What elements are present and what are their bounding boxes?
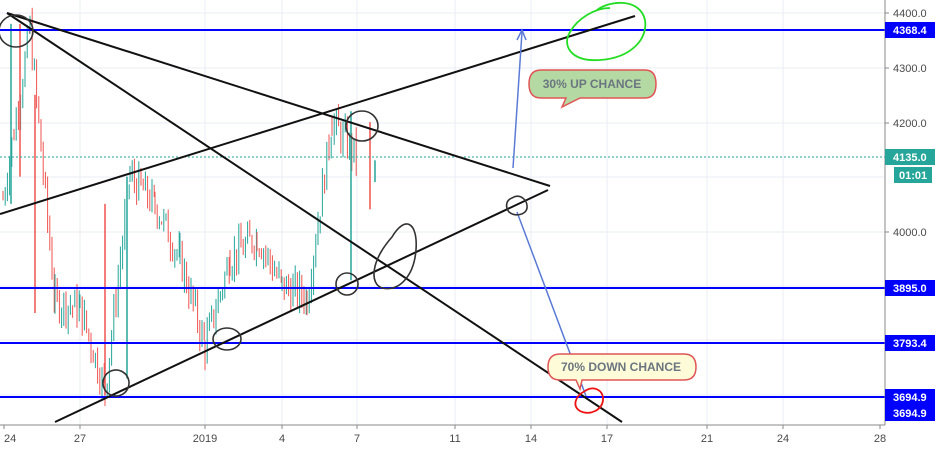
target-up-circle[interactable]: [566, 1, 647, 61]
time-tick-label: 4: [279, 433, 285, 445]
callout-up-bubble: [528, 69, 657, 109]
price-tick-label: 4200.0: [893, 118, 927, 130]
price-tag-label: 3895.0: [893, 283, 927, 295]
grid-lines: [0, 0, 885, 425]
circle-breakout-zone[interactable]: [373, 223, 417, 290]
circle-jan7-top[interactable]: [345, 110, 379, 142]
circle-jan6[interactable]: [335, 272, 359, 296]
price-tag-box: [885, 405, 935, 421]
price-tag-box: [885, 389, 935, 405]
trendline-channel-lower[interactable]: [54, 189, 549, 423]
time-tick-label: 24: [4, 433, 16, 445]
price-axis[interactable]: 4400.0 4300.0 4200.0 4000.0 4368.4 4135.0 01:…: [884, 0, 935, 425]
time-tick-label: 27: [74, 433, 86, 445]
price-tag-box: [894, 167, 932, 183]
trendline-channel-upper[interactable]: [0, 15, 636, 215]
price-tag-label: 3694.9: [893, 408, 927, 420]
circle-jan2[interactable]: [212, 327, 242, 351]
price-tag-box: [885, 280, 935, 296]
price-axis-tags: 4368.4 4135.0 01:01 3895.0 3793.4 3694.9 3694.…: [885, 22, 935, 421]
trendline-upper-descending[interactable]: [6, 12, 551, 187]
time-tick-label: 21: [701, 433, 713, 445]
time-tick-label: 7: [354, 433, 360, 445]
time-tick-label: 11: [449, 433, 460, 445]
price-tag-label: 4135.0: [893, 152, 927, 164]
price-axis-background: [885, 0, 935, 425]
price-tag-label: 4368.4: [893, 25, 928, 37]
price-tick-label: 4400.0: [893, 8, 927, 20]
callout-up-text: 30% UP CHANCE: [543, 77, 641, 91]
up-arrowhead-icon: [516, 28, 527, 41]
price-tick-label: 4300.0: [893, 63, 927, 75]
circle-apex[interactable]: [505, 195, 528, 216]
time-axis-ticks: 24 27 2019 4 7 11 14 17 21 24 28: [3, 425, 886, 445]
callout-down-bubble: [547, 353, 697, 392]
time-axis[interactable]: 24 27 2019 4 7 11 14 17 21 24 28: [0, 424, 886, 445]
highlight-circles[interactable]: [0, 14, 528, 400]
candlestick-series: [2, 7, 376, 407]
time-tick-label: 17: [601, 433, 613, 445]
price-tag-label: 3694.9: [893, 392, 927, 404]
horizontal-levels[interactable]: [0, 29, 885, 398]
price-tag-label: 01:01: [899, 170, 927, 182]
up-projection-arrow[interactable]: [512, 31, 523, 169]
trendline-steep-descending[interactable]: [6, 12, 623, 423]
price-tick-label: 4000.0: [893, 227, 927, 239]
price-tag-box: [885, 149, 935, 165]
price-tag-label: 3793.4: [893, 338, 928, 350]
callout-up-chance[interactable]: 30% UP CHANCE: [528, 69, 657, 109]
callout-down-text: 70% DOWN CHANCE: [561, 360, 681, 374]
time-tick-label: 28: [874, 433, 886, 445]
time-tick-label: 24: [777, 433, 789, 445]
target-down-circle[interactable]: [574, 387, 604, 414]
time-tick-label: 14: [525, 433, 537, 445]
price-tag-box: [885, 22, 935, 38]
time-tick-label: 2019: [193, 433, 217, 445]
circle-bottom-27[interactable]: [99, 366, 132, 399]
callout-down-chance[interactable]: 70% DOWN CHANCE: [547, 353, 697, 392]
price-tag-box: [885, 335, 935, 351]
circle-top-left[interactable]: [0, 14, 34, 48]
trendlines[interactable]: [0, 12, 636, 423]
price-axis-ticks: 4400.0 4300.0 4200.0 4000.0: [885, 8, 927, 239]
